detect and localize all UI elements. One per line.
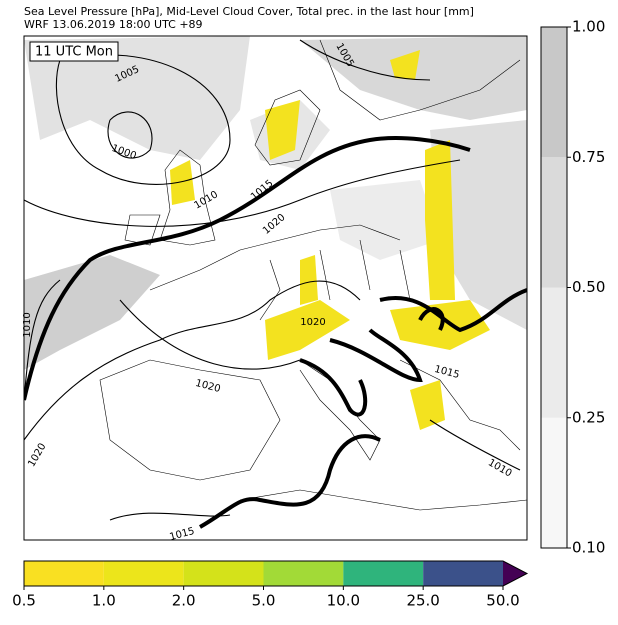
title-line: Sea Level Pressure [hPa], Mid-Level Clou…: [24, 5, 474, 18]
map: 11 UTC Mon 1005 1005 1000 1010 1015 1020…: [22, 35, 528, 543]
cloud-colorbar: 0.10 0.25 0.50 0.75 1.00: [540, 18, 605, 557]
colorbar-band: [24, 561, 104, 586]
map-frame: [23, 35, 528, 541]
colorbar-band: [541, 157, 567, 288]
colorbar-extend: [503, 561, 527, 586]
isobar-1015: [24, 136, 527, 529]
colorbar-tick-label: 5.0: [252, 592, 276, 610]
precip-areas: [170, 50, 490, 430]
colorbar-tick-label: 0.25: [572, 408, 605, 426]
colorbar-tick-label: 0.10: [572, 539, 605, 557]
colorbar-tick-label: 0.75: [572, 148, 605, 166]
colorbar-band: [423, 561, 503, 586]
colorbar-band: [103, 561, 184, 586]
cloud-areas: [24, 36, 527, 370]
colorbar-band: [541, 417, 567, 548]
time-label: 11 UTC Mon: [35, 45, 113, 60]
colorbar-tick-label: 10.0: [327, 592, 360, 610]
colorbar-tick-label: 1.0: [92, 592, 116, 610]
colorbar-tick-label: 1.00: [572, 18, 605, 36]
contour-label: 1010: [22, 312, 33, 337]
colorbar-tick-label: 25.0: [406, 592, 439, 610]
contour-label: 1020: [300, 317, 325, 328]
colorbar-tick-label: 0.5: [12, 592, 36, 610]
colorbar-band: [263, 561, 344, 586]
coastlines: [99, 39, 527, 511]
colorbar-tick-label: 50.0: [486, 592, 519, 610]
isobars: [24, 39, 521, 521]
colorbar-band: [183, 561, 264, 586]
colorbar-tick-label: 0.50: [572, 278, 605, 296]
time-box: [29, 41, 119, 62]
colorbar-band: [541, 287, 567, 418]
colorbar-band: [343, 561, 424, 586]
subtitle-line: WRF 13.06.2019 18:00 UTC +89: [24, 18, 203, 31]
precip-colorbar: 0.5 1.0 2.0 5.0 10.0 25.0 50.0: [12, 560, 529, 610]
colorbar-band: [541, 27, 567, 158]
colorbar-tick-label: 2.0: [172, 592, 196, 610]
